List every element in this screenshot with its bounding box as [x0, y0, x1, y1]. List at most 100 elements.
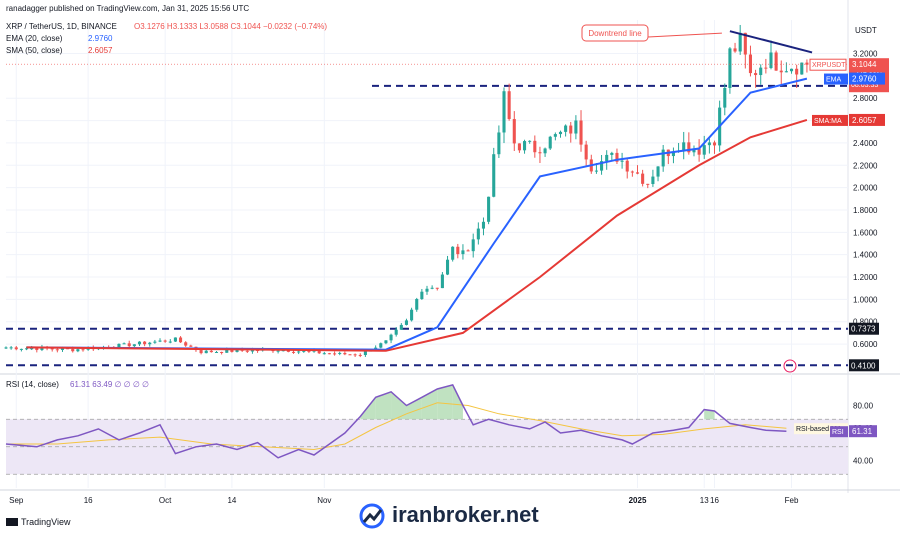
published-note: ranadagger published on TradingView.com,…	[6, 4, 250, 13]
candle-body	[707, 142, 711, 146]
candle-body	[630, 171, 634, 173]
candle-body	[30, 348, 34, 350]
price-tick-label: 0.8000	[853, 318, 878, 327]
candle-body	[692, 148, 696, 153]
rsi-tick-label: 40.00	[853, 457, 874, 466]
candle-body	[502, 91, 506, 133]
last-price-value: 3.1044	[852, 60, 877, 69]
candle-body	[743, 32, 747, 55]
candle-body	[456, 246, 460, 255]
rsi-overbought-fill	[437, 384, 453, 420]
candle-body	[363, 350, 367, 356]
time-tick-label: 13	[700, 496, 709, 505]
rsi-overbought-fill	[375, 391, 392, 420]
candle-body	[600, 161, 604, 171]
candle-body	[404, 320, 409, 325]
candle-body	[435, 287, 439, 289]
candle-body	[759, 67, 763, 76]
candle-body	[605, 154, 609, 162]
candle-body	[641, 173, 645, 184]
candle-body	[50, 348, 54, 350]
candle-body	[712, 142, 717, 146]
candle-body	[620, 160, 624, 162]
time-tick-label: Nov	[317, 496, 331, 505]
candle-body	[71, 348, 75, 352]
rsi-tag	[830, 426, 848, 438]
candle-body	[481, 221, 486, 229]
tradingview-brand[interactable]: TradingView	[6, 517, 71, 527]
rsi-tag-label: RSI	[832, 429, 844, 436]
candle-body	[440, 274, 444, 289]
level-tag	[849, 359, 879, 372]
candle-body	[594, 170, 598, 172]
candle-body	[353, 354, 357, 356]
candle-body	[425, 288, 429, 292]
candle-body	[245, 350, 249, 352]
candle-body	[179, 337, 183, 343]
candle-body	[276, 350, 280, 352]
price-tick-label: 2.4000	[853, 139, 878, 148]
candle-body	[466, 250, 470, 252]
candle-body	[492, 154, 496, 197]
candle-body	[333, 353, 337, 355]
candle-body	[415, 298, 419, 310]
price-tick-label: 2.0000	[853, 184, 878, 193]
candle-body	[671, 151, 675, 157]
candle-body	[445, 259, 450, 275]
candle-body	[291, 351, 296, 353]
candle-body	[379, 343, 383, 348]
candle-body	[399, 324, 403, 330]
candle-body	[487, 196, 491, 222]
rsi-title[interactable]: RSI (14, close)	[6, 380, 59, 389]
candle-body	[389, 334, 393, 341]
candle-body	[733, 48, 737, 52]
price-tick-label: 3.2000	[853, 50, 878, 59]
candle-body	[420, 291, 424, 299]
candle-body	[748, 54, 752, 74]
ema-price-tag	[849, 72, 885, 85]
price-tick-label: 0.6000	[853, 340, 878, 349]
candle-body	[384, 340, 388, 344]
candle-body	[646, 183, 650, 185]
candle-body	[523, 141, 527, 151]
candle-body	[528, 140, 532, 142]
candle-body	[235, 349, 239, 352]
candle-body	[512, 119, 516, 144]
candle-body	[697, 148, 701, 155]
time-tick-label: 16	[84, 496, 93, 505]
candle-body	[214, 351, 219, 353]
candle-body	[584, 144, 588, 160]
symbol-tag	[809, 58, 847, 71]
candle-body	[297, 351, 301, 353]
price-tick-label: 1.4000	[853, 251, 878, 260]
ema-legend-value: 2.9760	[88, 34, 113, 43]
candle-body	[307, 350, 311, 352]
sma-price-value: 2.6057	[852, 116, 877, 125]
ema-legend-label[interactable]: EMA (20, close)	[6, 34, 63, 43]
candle-body	[19, 348, 23, 350]
candle-body	[24, 348, 29, 350]
candle-body	[348, 354, 352, 356]
candle-body	[702, 145, 706, 155]
candle-body	[579, 120, 583, 145]
candle-body	[610, 152, 614, 155]
candle-body	[738, 32, 742, 52]
candle-body	[173, 337, 177, 342]
candle-body	[117, 343, 121, 348]
sma-legend-label[interactable]: SMA (50, close)	[6, 46, 63, 55]
watermark-logo-icon	[359, 503, 385, 529]
candle-body	[574, 120, 578, 134]
time-tick-label: 2025	[629, 496, 647, 505]
events-icon[interactable]	[783, 359, 797, 373]
candle-body	[286, 350, 290, 352]
symbol-title[interactable]: XRP / TetherUS, 1D, BINANCE	[6, 22, 117, 31]
price-tick-label: 2.8000	[853, 94, 878, 103]
candle-body	[548, 136, 552, 149]
candle-body	[184, 342, 188, 346]
candle-body	[507, 91, 511, 120]
candle-body	[250, 350, 254, 352]
candle-body	[635, 172, 640, 174]
candle-body	[302, 350, 306, 352]
sma-legend-value: 2.6057	[88, 46, 113, 55]
tradingview-brand-label: TradingView	[21, 517, 71, 527]
